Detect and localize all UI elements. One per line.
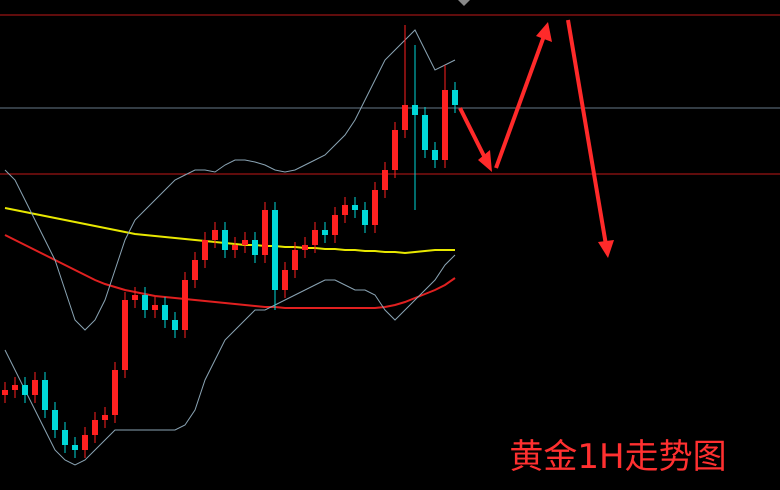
candle-body [72, 445, 78, 450]
candle-body [192, 260, 198, 280]
candle-body [322, 230, 328, 235]
candle-body [412, 105, 418, 115]
candle-body [92, 420, 98, 435]
candle-body [32, 380, 38, 395]
candle-body [442, 90, 448, 160]
plot [0, 14, 780, 466]
candle-body [2, 390, 8, 395]
candle-body [52, 410, 58, 430]
candle-body [212, 230, 218, 240]
candle-body [102, 415, 108, 420]
candle-body [422, 115, 428, 150]
candle-body [432, 150, 438, 160]
candle-body [172, 320, 178, 330]
candle-body [242, 240, 248, 245]
candle-body [152, 305, 158, 310]
candle-body [42, 380, 48, 410]
chart-title: 黄金1H走势图 [509, 437, 726, 477]
candle-body [312, 230, 318, 245]
forecast-arrows [458, 19, 614, 258]
candle-body [332, 215, 338, 235]
candle-body [12, 385, 18, 390]
candle-body [62, 430, 68, 445]
candle-body [362, 210, 368, 225]
candle-body [112, 370, 118, 415]
candle-body [252, 240, 258, 255]
candle-body [132, 295, 138, 300]
marker [458, 0, 470, 6]
candle-body [232, 245, 238, 250]
candle-body [202, 240, 208, 260]
candle-body [452, 90, 458, 105]
candle-body [122, 300, 128, 370]
candle-body [302, 245, 308, 250]
candle-body [262, 210, 268, 255]
candle-body [222, 230, 228, 250]
candle-body [162, 305, 168, 320]
indicator-line [4, 207, 455, 255]
candle-body [372, 190, 378, 225]
candle-body [382, 170, 388, 190]
indicator-line [4, 29, 456, 331]
candle-body [182, 280, 188, 330]
candle-body [22, 385, 28, 395]
candle-body [292, 250, 298, 270]
candle-body [352, 205, 358, 210]
candle-body [282, 270, 288, 290]
candle-body [342, 205, 348, 215]
indicator-line [4, 234, 456, 309]
candle-body [402, 105, 408, 130]
candle-body [82, 435, 88, 450]
candle-body [142, 295, 148, 310]
candle-body [392, 130, 398, 170]
indicator-line [4, 254, 456, 466]
candle-body [272, 210, 278, 290]
